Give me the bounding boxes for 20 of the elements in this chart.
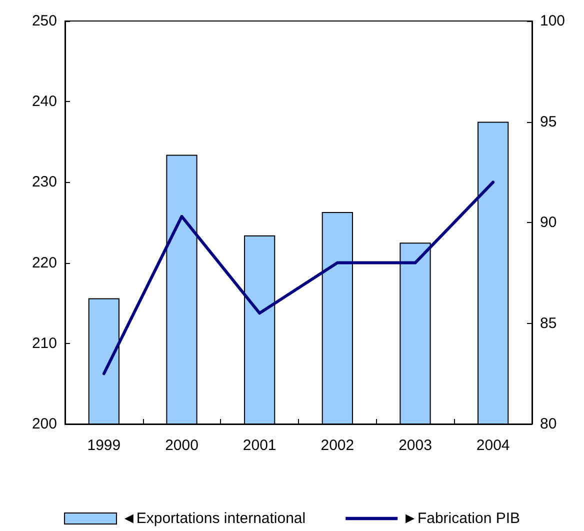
y-tick-label: 210: [32, 334, 57, 352]
y-tick-label: 250: [32, 12, 57, 30]
x-tick-label: 2002: [320, 437, 354, 454]
legend-label: ◄Exportations international: [121, 510, 306, 527]
x-tick-label: 2000: [165, 437, 198, 454]
y-tick-label: 230: [32, 174, 57, 191]
x-tick-label: 2003: [398, 437, 432, 454]
legend-label: ►Fabrication PIB: [402, 510, 520, 527]
y2-tick-label: 85: [540, 314, 557, 332]
y2-tick-label: 100: [540, 12, 566, 30]
y2-tick-label: 95: [540, 113, 557, 130]
y2-tick-label: 80: [540, 416, 557, 432]
y-tick-label: 240: [32, 93, 57, 110]
line-series: [102, 180, 495, 376]
x-tick-label: 1999: [87, 437, 121, 454]
x-tick-label: 2001: [242, 437, 276, 454]
y-tick-label: 220: [32, 254, 57, 272]
x-tick-label: 2004: [476, 437, 510, 454]
y-tick-label: 200: [32, 416, 57, 432]
y2-tick-label: 90: [540, 214, 557, 231]
